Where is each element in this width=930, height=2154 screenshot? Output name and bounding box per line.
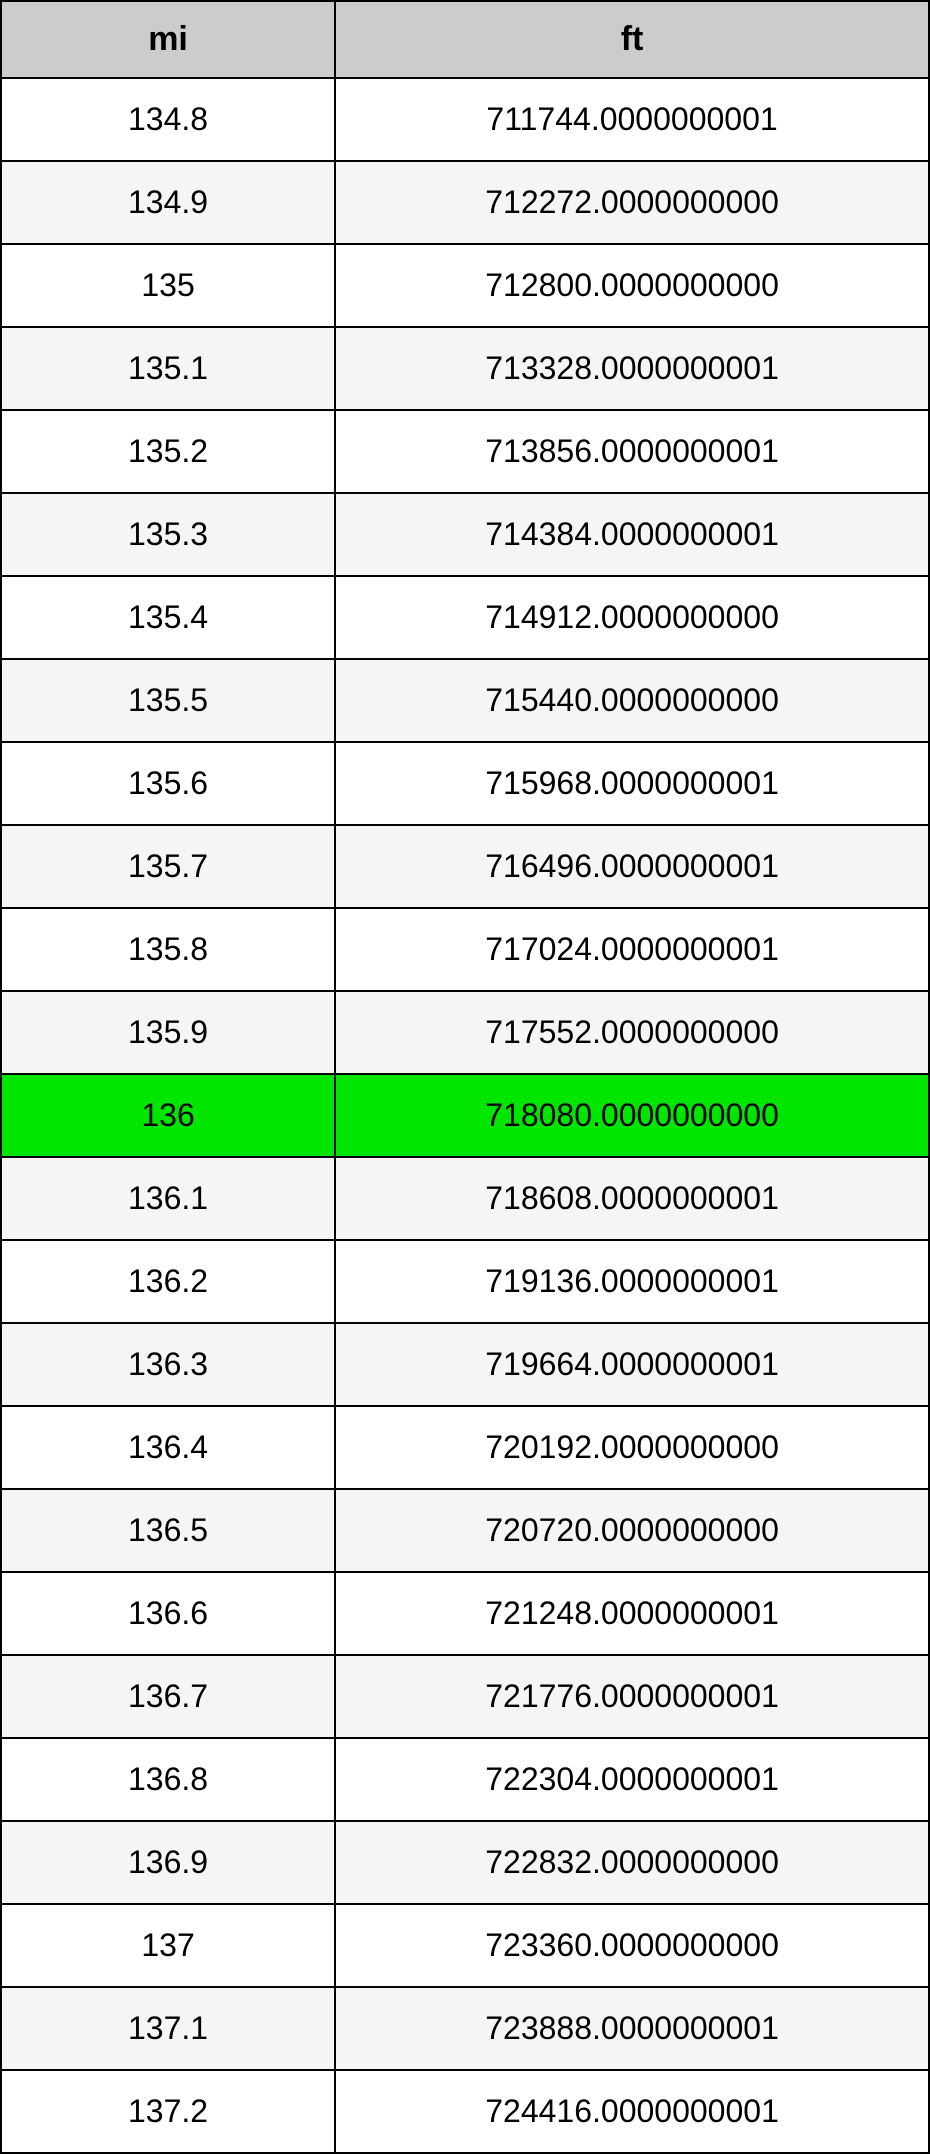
cell-mi: 136.9 [1,1821,335,1904]
table-row: 134.9712272.0000000000 [1,161,929,244]
table-row: 135.8717024.0000000001 [1,908,929,991]
table-row: 137.2724416.0000000001 [1,2070,929,2153]
table-row: 136718080.0000000000 [1,1074,929,1157]
table-row: 135.1713328.0000000001 [1,327,929,410]
cell-mi: 135.5 [1,659,335,742]
cell-mi: 137.2 [1,2070,335,2153]
table-row: 135.5715440.0000000000 [1,659,929,742]
table-row: 136.1718608.0000000001 [1,1157,929,1240]
cell-mi: 135.7 [1,825,335,908]
column-header-mi: mi [1,1,335,78]
cell-ft: 714384.0000000001 [335,493,929,576]
cell-mi: 136 [1,1074,335,1157]
table-row: 136.6721248.0000000001 [1,1572,929,1655]
cell-mi: 135 [1,244,335,327]
cell-mi: 137 [1,1904,335,1987]
table-row: 135.4714912.0000000000 [1,576,929,659]
cell-ft: 713328.0000000001 [335,327,929,410]
cell-ft: 715440.0000000000 [335,659,929,742]
cell-mi: 136.1 [1,1157,335,1240]
cell-ft: 723360.0000000000 [335,1904,929,1987]
table-row: 135.7716496.0000000001 [1,825,929,908]
cell-ft: 715968.0000000001 [335,742,929,825]
conversion-table: mi ft 134.8711744.0000000001134.9712272.… [0,0,930,2154]
cell-ft: 723888.0000000001 [335,1987,929,2070]
cell-mi: 135.9 [1,991,335,1074]
table-header-row: mi ft [1,1,929,78]
table-row: 137.1723888.0000000001 [1,1987,929,2070]
table-row: 135.2713856.0000000001 [1,410,929,493]
cell-ft: 717552.0000000000 [335,991,929,1074]
cell-ft: 719136.0000000001 [335,1240,929,1323]
table-row: 135712800.0000000000 [1,244,929,327]
column-header-ft: ft [335,1,929,78]
cell-ft: 722304.0000000001 [335,1738,929,1821]
cell-mi: 136.8 [1,1738,335,1821]
cell-ft: 711744.0000000001 [335,78,929,161]
cell-ft: 714912.0000000000 [335,576,929,659]
cell-ft: 724416.0000000001 [335,2070,929,2153]
table-row: 136.7721776.0000000001 [1,1655,929,1738]
table-row: 135.6715968.0000000001 [1,742,929,825]
cell-ft: 717024.0000000001 [335,908,929,991]
table-row: 135.3714384.0000000001 [1,493,929,576]
table-row: 137723360.0000000000 [1,1904,929,1987]
table-row: 136.3719664.0000000001 [1,1323,929,1406]
table-row: 136.9722832.0000000000 [1,1821,929,1904]
cell-mi: 136.6 [1,1572,335,1655]
cell-ft: 720720.0000000000 [335,1489,929,1572]
cell-ft: 721776.0000000001 [335,1655,929,1738]
table-row: 136.4720192.0000000000 [1,1406,929,1489]
cell-mi: 135.4 [1,576,335,659]
table-row: 136.2719136.0000000001 [1,1240,929,1323]
table-row: 134.8711744.0000000001 [1,78,929,161]
cell-ft: 719664.0000000001 [335,1323,929,1406]
cell-ft: 721248.0000000001 [335,1572,929,1655]
cell-mi: 137.1 [1,1987,335,2070]
cell-ft: 713856.0000000001 [335,410,929,493]
cell-mi: 136.3 [1,1323,335,1406]
cell-mi: 135.1 [1,327,335,410]
cell-mi: 135.2 [1,410,335,493]
cell-ft: 720192.0000000000 [335,1406,929,1489]
cell-ft: 718608.0000000001 [335,1157,929,1240]
cell-mi: 135.8 [1,908,335,991]
cell-mi: 134.9 [1,161,335,244]
cell-mi: 135.6 [1,742,335,825]
table-row: 136.8722304.0000000001 [1,1738,929,1821]
cell-mi: 135.3 [1,493,335,576]
cell-ft: 722832.0000000000 [335,1821,929,1904]
table-row: 135.9717552.0000000000 [1,991,929,1074]
cell-ft: 712800.0000000000 [335,244,929,327]
cell-mi: 136.7 [1,1655,335,1738]
cell-mi: 136.5 [1,1489,335,1572]
cell-ft: 716496.0000000001 [335,825,929,908]
cell-mi: 136.2 [1,1240,335,1323]
table-row: 136.5720720.0000000000 [1,1489,929,1572]
cell-mi: 134.8 [1,78,335,161]
cell-ft: 712272.0000000000 [335,161,929,244]
table-body: 134.8711744.0000000001134.9712272.000000… [1,78,929,2153]
cell-mi: 136.4 [1,1406,335,1489]
cell-ft: 718080.0000000000 [335,1074,929,1157]
